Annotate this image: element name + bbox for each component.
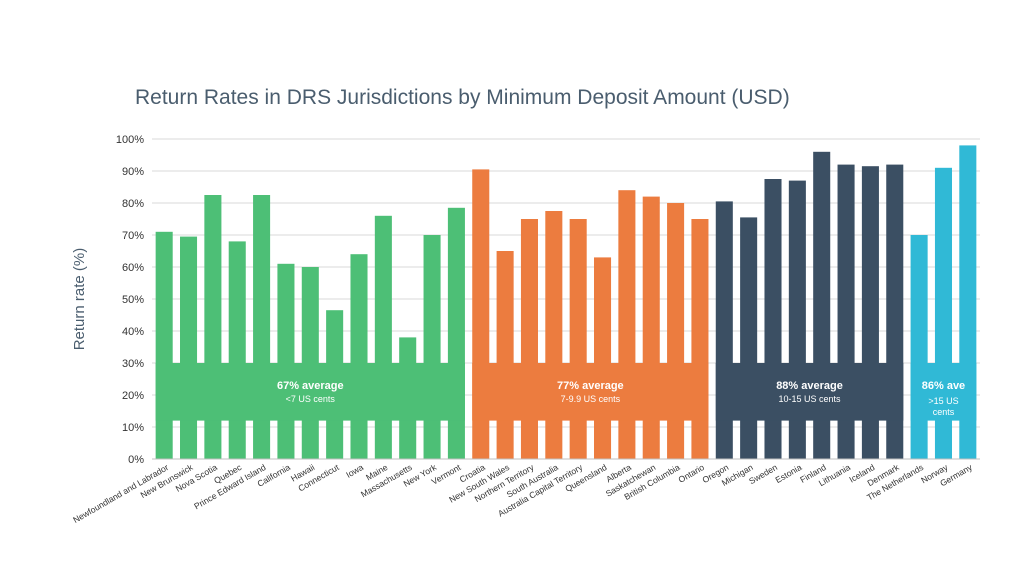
bar (374, 215, 392, 459)
average-label: 67% average (277, 380, 344, 392)
bar (155, 231, 173, 459)
chart-title: Return Rates in DRS Jurisdictions by Min… (135, 86, 790, 109)
bar (740, 217, 758, 459)
category-label: Newfoundland and Labrador (71, 462, 170, 525)
y-tick-label: 30% (122, 358, 144, 370)
average-label: 88% average (776, 380, 843, 392)
category-label: Estonia (774, 462, 804, 485)
bar (569, 219, 587, 459)
average-sublabel: >15 US (928, 396, 958, 406)
bar (496, 251, 514, 459)
bar (228, 241, 246, 459)
y-tick-label: 10% (122, 422, 144, 434)
average-label: 86% ave (922, 380, 965, 392)
bar (180, 236, 198, 459)
category-label: Sweden (747, 462, 779, 486)
bar (594, 257, 612, 459)
category-label: Iowa (344, 462, 365, 480)
y-axis-ticks: 0% 10% 20% 30% 40% 50% 60% 70% 80% 90% 100% (116, 134, 144, 466)
bar (691, 219, 709, 459)
y-tick-label: 20% (122, 390, 144, 402)
bar (277, 263, 295, 459)
bar (423, 235, 441, 459)
bar (447, 207, 465, 459)
average-label: 77% average (557, 380, 624, 392)
average-sublabel: <7 US cents (286, 394, 336, 404)
y-tick-label: 80% (122, 198, 144, 210)
average-band (472, 363, 709, 421)
average-bands: 67% average <7 US cents 77% average 7-9.9 U… (155, 363, 977, 421)
average-band (155, 363, 465, 421)
bar (520, 219, 538, 459)
y-tick-label: 0% (128, 454, 144, 466)
y-tick-label: 60% (122, 262, 144, 274)
category-label: Ontario (677, 462, 707, 485)
y-tick-label: 90% (122, 166, 144, 178)
average-band (715, 363, 904, 421)
bar (350, 254, 368, 459)
average-band (910, 363, 977, 421)
y-axis-label: Return rate (%) (71, 248, 88, 351)
y-tick-label: 70% (122, 230, 144, 242)
y-tick-label: 40% (122, 326, 144, 338)
bar (545, 211, 563, 459)
y-tick-label: 100% (116, 134, 144, 146)
y-tick-label: 50% (122, 294, 144, 306)
average-sublabel: cents (933, 407, 955, 417)
average-sublabel: 7-9.9 US cents (561, 394, 621, 404)
average-sublabel: 10-15 US cents (779, 394, 842, 404)
bar (910, 235, 928, 459)
